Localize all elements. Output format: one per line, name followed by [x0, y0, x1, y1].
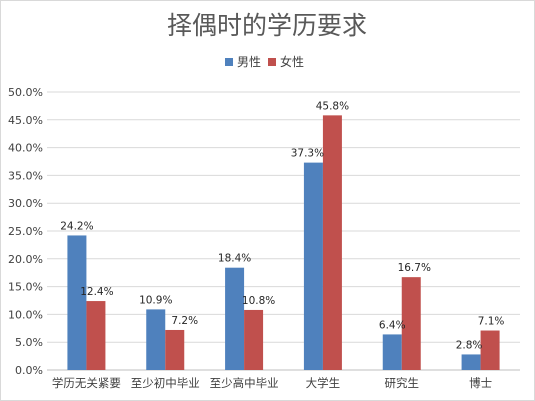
data-label: 6.4%: [379, 319, 406, 331]
y-tick-label: 45.0%: [8, 114, 43, 127]
bar-female: [86, 301, 106, 370]
bar-female: [165, 329, 185, 370]
y-tick-label: 30.0%: [8, 197, 43, 210]
y-tick-label: 10.0%: [8, 308, 43, 321]
data-label: 2.8%: [456, 339, 483, 351]
x-category-label: 博士: [469, 376, 492, 390]
bar-male: [303, 162, 323, 370]
bar-female: [244, 309, 264, 370]
legend-swatch-female: [268, 58, 276, 66]
legend-label-female: 女性: [280, 54, 304, 69]
data-label: 45.8%: [316, 100, 349, 112]
bar-male: [461, 354, 481, 370]
bar-female: [480, 330, 500, 370]
bar-male: [225, 267, 245, 370]
y-tick-label: 40.0%: [8, 142, 43, 155]
bar-female: [401, 277, 421, 370]
data-label: 24.2%: [60, 220, 93, 232]
legend-swatch-male: [225, 58, 233, 66]
y-axis-ticks: 0.0% 5.0% 10.0% 15.0% 20.0% 25.0% 30.0% 35.0% 40…: [8, 86, 43, 377]
y-tick-label: 50.0%: [8, 86, 43, 99]
bar-male: [382, 334, 402, 370]
bar-female: [322, 115, 342, 371]
y-tick-label: 0.0%: [15, 364, 43, 377]
data-label: 37.3%: [291, 148, 324, 160]
data-labels: 24.2% 12.4% 10.9% 7.2% 18.4% 10.8% 37.3% 45.8% 6…: [60, 100, 504, 351]
gridlines: [47, 91, 520, 371]
y-tick-label: 15.0%: [8, 281, 43, 294]
x-category-label: 大学生: [306, 376, 341, 390]
bars: [67, 115, 500, 371]
x-category-label: 至少初中毕业: [131, 376, 200, 390]
bar-male: [67, 235, 87, 370]
chart-title: 择偶时的学历要求: [167, 11, 367, 40]
y-tick-label: 35.0%: [8, 169, 43, 182]
data-label: 7.2%: [171, 315, 198, 327]
y-tick-label: 25.0%: [8, 225, 43, 238]
data-label: 16.7%: [398, 262, 431, 274]
y-tick-label: 5.0%: [15, 336, 43, 349]
data-label: 10.8%: [242, 295, 275, 307]
x-category-label: 学历无关紧要: [52, 376, 121, 390]
data-label: 7.1%: [478, 316, 505, 328]
y-tick-label: 20.0%: [8, 253, 43, 266]
x-category-label: 至少高中毕业: [210, 376, 279, 390]
legend-label-male: 男性: [237, 55, 261, 69]
data-label: 18.4%: [218, 253, 251, 265]
legend: 男性 女性: [225, 54, 304, 69]
data-label: 12.4%: [80, 286, 113, 298]
bar-male: [146, 309, 166, 370]
x-category-label: 研究生: [385, 376, 420, 390]
x-axis-categories: 学历无关紧要 至少初中毕业 至少高中毕业 大学生 研究生 博士: [52, 376, 492, 390]
data-label: 10.9%: [139, 294, 172, 306]
